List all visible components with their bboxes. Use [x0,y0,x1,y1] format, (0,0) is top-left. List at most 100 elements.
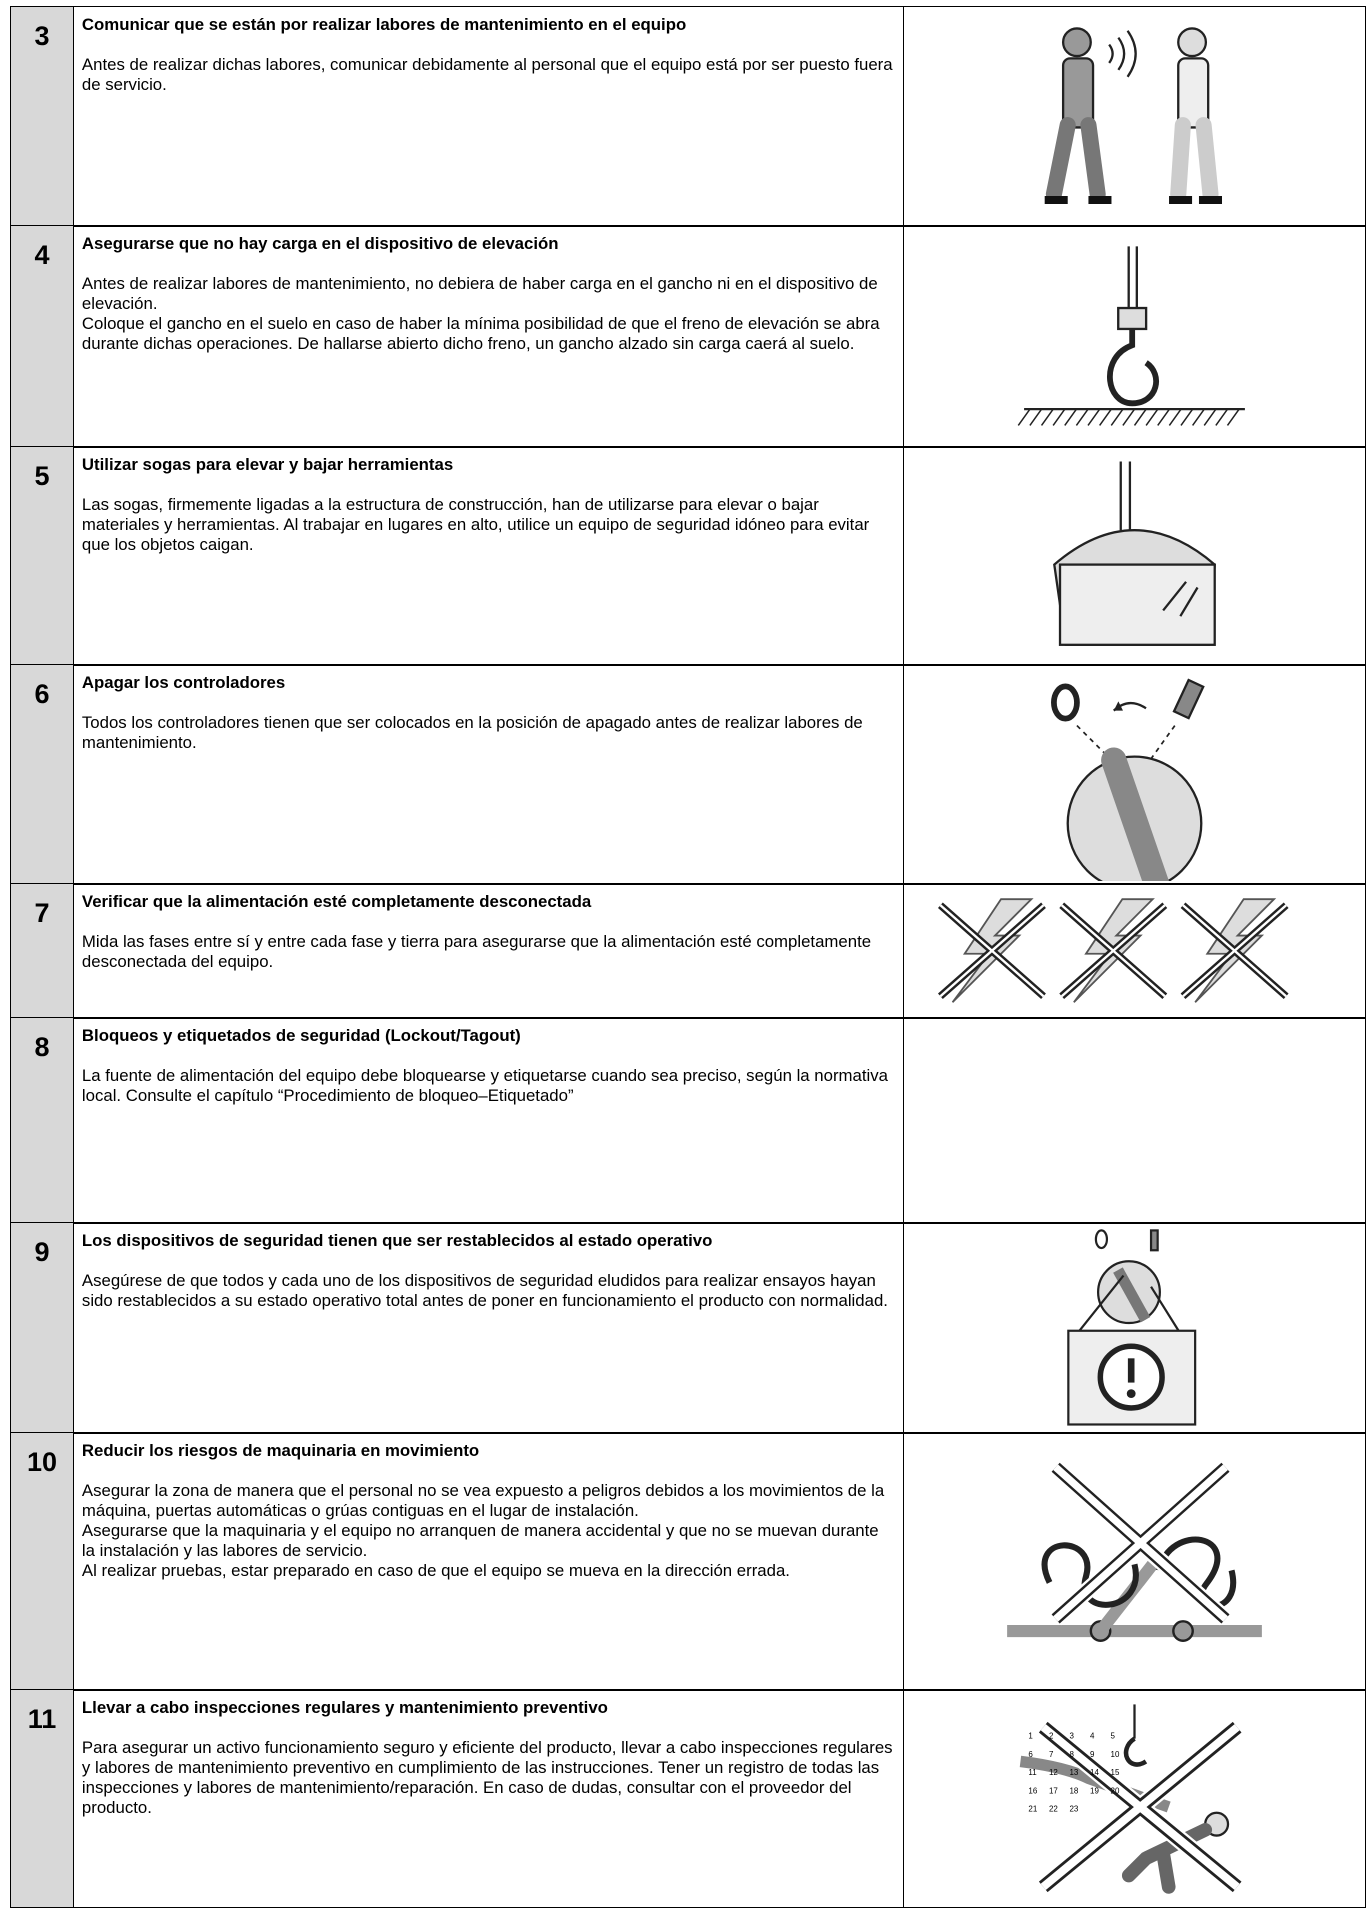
step-number: 8 [11,1018,74,1223]
calendar-day: 8 [1069,1750,1074,1759]
step-number: 9 [11,1223,74,1433]
step-title: Asegurarse que no hay carga en el dispos… [81,234,559,253]
illustration-cell [904,1223,1365,1433]
illustration-shape [1099,408,1112,426]
illustration [1067,1229,1197,1426]
illustration-shape [1168,408,1182,426]
illustration-shape [1060,904,1166,998]
illustration [937,898,1289,1003]
illustration-shape [1126,1388,1136,1398]
illustration-shape [1087,408,1101,426]
step-text: Comunicar que se están por realizar labo… [74,7,904,226]
illustration [1051,678,1205,881]
calendar-day: 6 [1028,1750,1033,1759]
calendar-day: 22 [1049,1804,1058,1813]
illustration-shape [1172,1620,1194,1642]
step-paragraph: Asegurarse que la maquinaria y el equipo… [81,1521,879,1560]
illustration-shape [1180,408,1194,426]
table-row: 6 Apagar los controladores Todos los contr… [10,664,1366,885]
table-row: 8 Bloqueos y etiquetados de seguridad (Lo… [10,1017,1366,1224]
illustration-shape [1029,408,1043,426]
illustration-shape [939,904,1045,998]
step-text: Asegurarse que no hay carga en el dispos… [74,226,904,447]
calendar-day: 5 [1111,1731,1116,1740]
illustration-shape [1110,408,1124,426]
illustration-cell [904,665,1365,884]
step-paragraph: Coloque el gancho en el suelo en caso de… [81,314,880,353]
step-paragraph: Mida las fases entre sí y entre cada fas… [81,932,872,971]
illustration-shape [1157,408,1170,426]
calendar-day: 12 [1049,1768,1058,1777]
illustration-shape [1040,408,1054,426]
step-number: 3 [11,7,74,226]
step-number: 6 [11,665,74,884]
illustration-shape [1203,408,1217,426]
calendar-day: 10 [1111,1750,1120,1759]
illustration-cell [904,884,1365,1018]
illustration-shape [1094,1229,1109,1249]
table-row: 3 Comunicar que se están por realizar lab… [10,6,1366,227]
step-text: Llevar a cabo inspecciones regulares y m… [74,1690,904,1907]
illustration-cell [904,1018,1365,1223]
step-title: Llevar a cabo inspecciones regulares y m… [81,1698,608,1717]
step-paragraph: Al realizar pruebas, estar preparado en … [81,1561,790,1580]
table-row: 5 Utilizar sogas para elevar y bajar herr… [10,446,1366,666]
illustration-shape [1113,701,1123,711]
calendar-day: 7 [1049,1750,1054,1759]
illustration-shape [1177,27,1208,57]
step-text: Utilizar sogas para elevar y bajar herra… [74,447,904,665]
table-row: 9 Los dispositivos de seguridad tienen qu… [10,1222,1366,1434]
step-paragraph: La fuente de alimentación del equipo deb… [81,1066,888,1105]
illustration-shape [1123,1736,1148,1767]
step-paragraph: Asegúrese de que todos y cada uno de los… [81,1271,888,1310]
illustration-shape [1101,747,1169,881]
calendar-day: 21 [1028,1804,1037,1813]
illustration-shape [1075,408,1089,426]
illustration-shape [1058,563,1216,646]
illustration-shape [1122,408,1136,426]
calendar-day: 9 [1090,1750,1095,1759]
illustration [904,1021,1365,1220]
illustration [1053,461,1216,646]
step-text: Apagar los controladores Todos los contro… [74,665,904,884]
illustration-shape [1045,116,1106,203]
illustration-cell [904,226,1365,447]
calendar-day: 19 [1090,1786,1099,1795]
calendar-day: 18 [1069,1786,1078,1795]
step-title: Utilizar sogas para elevar y bajar herra… [81,455,454,474]
calendar-day: 3 [1069,1731,1074,1740]
illustration [1044,27,1223,204]
illustration-shape [1053,1464,1228,1622]
illustration-shape [1064,408,1078,426]
illustration-cell: 1 2 3 4 5 6 7 8 9 10 11 12 13 14 15 16 17 18 19 20 21 22 23 [904,1690,1365,1907]
illustration-cell [904,447,1365,665]
illustration-shape [1019,1755,1171,1813]
illustration-shape [1108,29,1137,78]
calendar-day: 4 [1090,1731,1095,1740]
illustration-shape [1172,678,1205,720]
illustration-shape [1191,408,1205,426]
calendar-day: 20 [1111,1786,1120,1795]
illustration-shape [1117,306,1148,330]
step-number: 10 [11,1433,74,1690]
illustration-shape [1041,1536,1237,1610]
illustration-shape [1133,408,1147,426]
illustration-shape [1040,1723,1240,1890]
table-row: 11 Llevar a cabo inspecciones regulares y… [10,1689,1366,1908]
calendar-day: 15 [1111,1768,1120,1777]
illustration-shape [1061,27,1092,57]
calendar-day: 17 [1049,1786,1058,1795]
calendar-day: 11 [1028,1768,1037,1777]
illustration-shape [1149,1229,1159,1252]
illustration-shape [1052,408,1066,426]
illustration-shape [1177,56,1210,129]
illustration-shape [1215,408,1229,426]
illustration-cell [904,1433,1365,1690]
step-title: Apagar los controladores [81,673,286,692]
step-number: 4 [11,226,74,447]
calendar-day: 14 [1090,1768,1099,1777]
illustration [1017,246,1245,426]
illustration [1007,1460,1262,1642]
illustration-shape [1061,56,1095,129]
